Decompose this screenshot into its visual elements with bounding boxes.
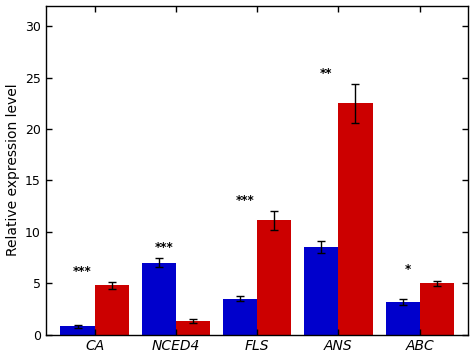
Y-axis label: Relative expression level: Relative expression level bbox=[6, 84, 19, 256]
Bar bbox=[385, 302, 419, 335]
Bar bbox=[176, 321, 210, 335]
Text: *: * bbox=[404, 264, 410, 276]
Bar bbox=[223, 299, 257, 335]
Text: ***: *** bbox=[155, 241, 173, 254]
Bar bbox=[61, 326, 95, 335]
Bar bbox=[95, 285, 129, 335]
Bar bbox=[338, 103, 373, 335]
Text: ***: *** bbox=[236, 194, 255, 207]
Text: **: ** bbox=[320, 66, 332, 80]
Bar bbox=[142, 263, 176, 335]
Bar bbox=[304, 247, 338, 335]
Bar bbox=[419, 283, 454, 335]
Bar bbox=[257, 220, 292, 335]
Text: ***: *** bbox=[73, 265, 92, 278]
